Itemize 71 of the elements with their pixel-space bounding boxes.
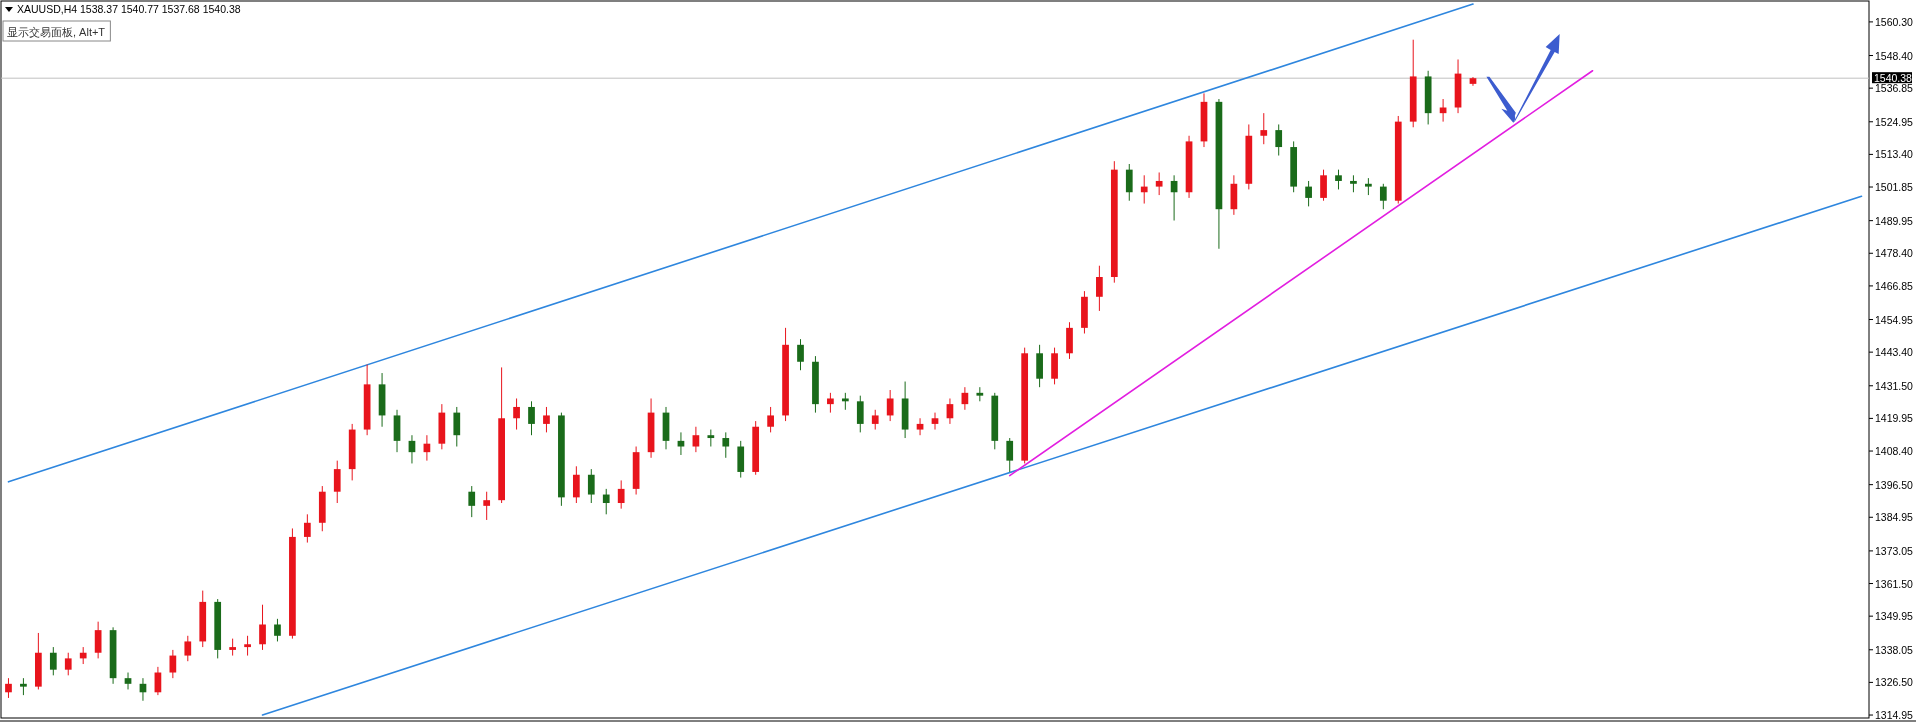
candlestick xyxy=(677,431,685,456)
y-tick-label: 1489.95 xyxy=(1875,214,1914,227)
candlestick xyxy=(124,672,132,690)
candlestick xyxy=(931,412,939,431)
candlestick xyxy=(1006,437,1014,473)
candlestick xyxy=(468,485,476,518)
candlestick xyxy=(1096,265,1103,312)
y-tick-label: 1373.05 xyxy=(1875,544,1914,557)
candlestick xyxy=(453,406,461,448)
candlestick xyxy=(94,621,102,659)
y-tick-label: 1454.95 xyxy=(1875,313,1914,326)
y-tick-label: 1349.95 xyxy=(1875,610,1914,623)
candlestick xyxy=(916,417,924,436)
y-tick-label: 1536.85 xyxy=(1875,82,1914,95)
candlestick xyxy=(827,392,834,414)
y-tick-label: 1560.30 xyxy=(1875,15,1914,28)
candlestick xyxy=(244,635,251,657)
y-tick-label: 1478.40 xyxy=(1875,247,1914,260)
candlestick xyxy=(602,488,610,515)
candlestick xyxy=(1320,169,1327,202)
y-tick-label: 1513.40 xyxy=(1875,148,1914,161)
candlestick xyxy=(572,465,580,504)
candlestick xyxy=(886,389,894,422)
candlestick xyxy=(169,649,177,679)
candlestick xyxy=(513,397,520,431)
candlestick xyxy=(871,409,879,431)
candlestick xyxy=(49,646,57,676)
candlestick xyxy=(767,406,774,433)
candlestick xyxy=(528,400,535,436)
candlestick xyxy=(1155,171,1163,196)
candlestick xyxy=(797,338,804,371)
candlestick xyxy=(692,426,700,453)
y-tick-label: 1338.05 xyxy=(1875,643,1914,656)
y-tick-label: 1548.40 xyxy=(1875,49,1914,62)
candlestick xyxy=(1260,112,1268,145)
y-tick-label: 1431.50 xyxy=(1875,379,1914,392)
candlestick xyxy=(722,431,730,459)
candlestick xyxy=(483,491,491,521)
candlestick xyxy=(587,468,595,504)
candlestick xyxy=(333,460,341,504)
candlestick xyxy=(303,513,311,544)
y-tick-label: 1466.85 xyxy=(1875,279,1914,292)
candlestick xyxy=(543,406,550,433)
y-tick-label: 1501.85 xyxy=(1875,181,1914,194)
y-tick-label: 1396.50 xyxy=(1875,478,1914,491)
y-tick-label: 1314.95 xyxy=(1875,709,1914,722)
candlestick xyxy=(1335,169,1342,190)
annotation: 显示交易面板, Alt+T xyxy=(2,20,111,42)
y-tick-label: 1384.95 xyxy=(1875,511,1914,524)
candlestick xyxy=(856,395,864,433)
y-tick-label: 1524.95 xyxy=(1875,115,1914,128)
candlestick xyxy=(1305,180,1312,207)
title: XAUUSD,H4 1538.37 1540.77 1537.68 1540.38 xyxy=(5,3,241,15)
y-tick-label: 1361.50 xyxy=(1875,577,1914,590)
candlestick xyxy=(1379,183,1387,210)
candlestick xyxy=(5,677,12,699)
y-tick-label: 1443.40 xyxy=(1875,346,1914,359)
annotation: 显示交易面板, Alt+T xyxy=(7,26,106,38)
candlestick xyxy=(1125,163,1133,202)
candlestick xyxy=(64,652,72,676)
candlestick xyxy=(617,479,625,510)
candlestick xyxy=(184,635,192,662)
candlestick xyxy=(1140,174,1148,205)
ref-line-label: 1540.38 xyxy=(1874,71,1913,84)
y-tick-label: 1326.50 xyxy=(1875,676,1914,689)
candlestick xyxy=(259,604,266,651)
y-tick-label: 1408.40 xyxy=(1875,445,1914,458)
price-line: 1540.38 xyxy=(0,71,1912,84)
y-tick-label: 1419.95 xyxy=(1875,412,1914,425)
candlestick xyxy=(1275,123,1283,157)
candlestick xyxy=(274,618,281,642)
